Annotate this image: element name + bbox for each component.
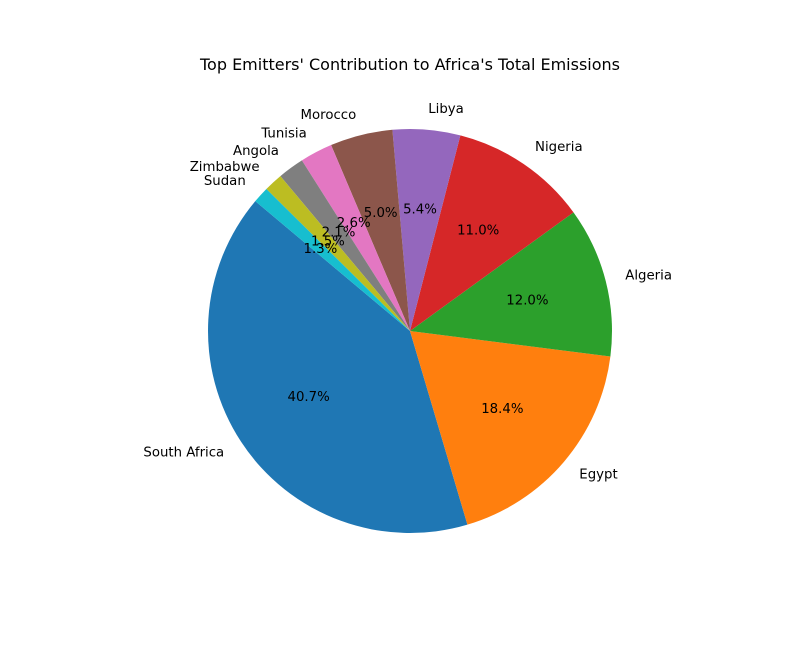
slice-labels: South Africa Egypt Algeria Nigeria Libya Moro… xyxy=(143,102,672,482)
pie-slice-angola xyxy=(280,160,410,331)
pct-label-zimbabwe: 1.5% xyxy=(311,234,345,249)
slice-label-morocco: Morocco xyxy=(301,108,357,123)
pie-slice-algeria xyxy=(410,212,613,357)
percentage-labels: 40.7% 18.4% 12.0% 11.0% 5.4% 5.0%2.6%2.1%1.5%… xyxy=(288,203,549,417)
chart-title: Top Emitters' Contribution to Africa's T… xyxy=(199,55,620,74)
slice-label-nigeria: Nigeria xyxy=(535,140,583,155)
slice-label-algeria: Algeria xyxy=(625,268,672,283)
pie-slice-egypt xyxy=(410,331,611,525)
pie-slice-south-africa xyxy=(208,201,468,533)
pie-slice-morocco xyxy=(331,129,410,331)
pie-slices xyxy=(208,129,613,533)
pct-label-morocco: 5.0% xyxy=(364,206,398,221)
pie-slice-tunisia xyxy=(301,145,410,331)
pct-label-angola: 2.1% xyxy=(322,226,356,241)
slice-label-sudan: Sudan xyxy=(204,174,246,189)
pct-label-sudan: 1.3% xyxy=(304,242,338,257)
pct-label-south-africa: 40.7% xyxy=(288,390,330,405)
slice-label-zimbabwe: Zimbabwe xyxy=(190,160,260,175)
slice-label-egypt: Egypt xyxy=(579,467,617,482)
pct-label-algeria: 12.0% xyxy=(506,293,548,308)
pie-slice-zimbabwe xyxy=(266,176,410,331)
slice-label-angola: Angola xyxy=(233,144,279,159)
slice-label-south-africa: South Africa xyxy=(143,445,224,460)
pie-slice-nigeria xyxy=(410,135,574,331)
slice-label-libya: Libya xyxy=(428,102,464,117)
pct-label-tunisia: 2.6% xyxy=(337,216,371,231)
slice-label-tunisia: Tunisia xyxy=(260,127,306,142)
pie-slice-sudan xyxy=(255,188,410,331)
pct-label-egypt: 18.4% xyxy=(481,402,523,417)
pct-label-nigeria: 11.0% xyxy=(457,223,499,238)
pie-slice-libya xyxy=(392,129,461,331)
pct-label-libya: 5.4% xyxy=(403,203,437,218)
